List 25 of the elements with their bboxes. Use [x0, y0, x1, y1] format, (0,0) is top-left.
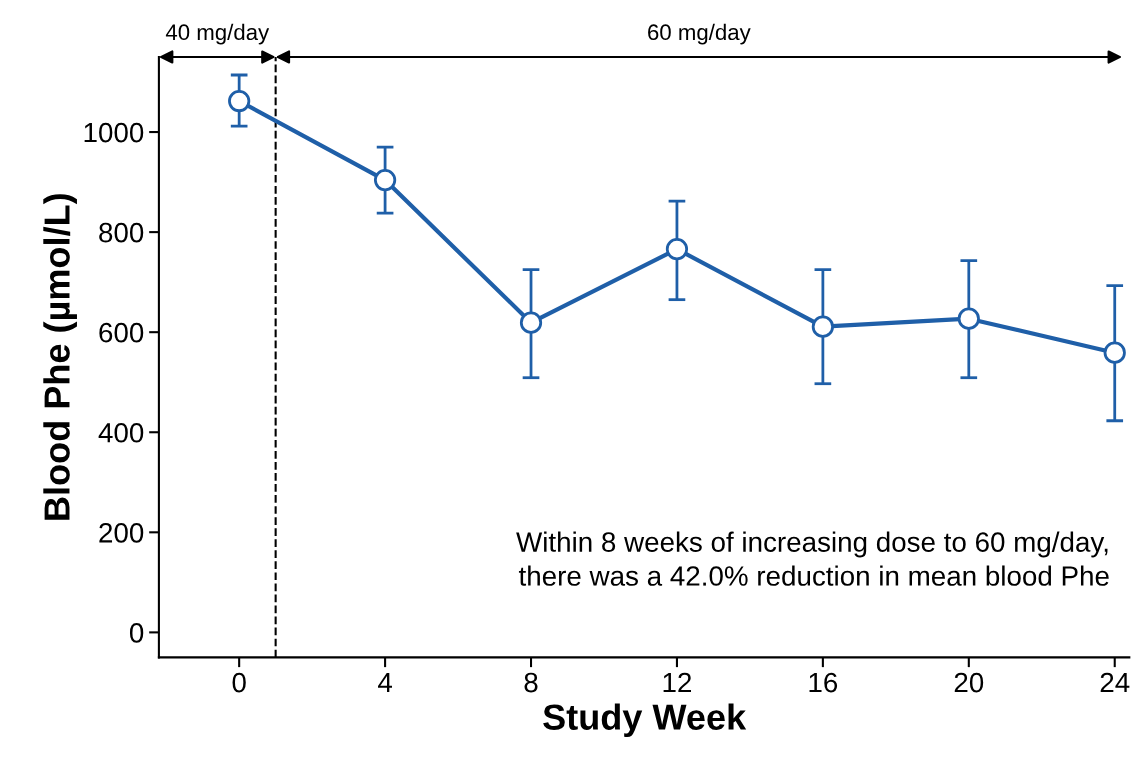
y-axis-title: Blood Phe (µmol/L)	[43, 194, 77, 520]
y-tick-label: 400	[98, 422, 144, 443]
y-tick-label: 800	[99, 222, 144, 243]
y-tick-label: 600	[99, 322, 144, 343]
point	[957, 307, 980, 330]
point	[1103, 341, 1126, 364]
x-axis-title: Study Week	[543, 703, 747, 738]
point	[228, 89, 251, 113]
x-tick-label: 16	[809, 672, 838, 693]
text: 60 mg/day	[648, 23, 751, 45]
x-tick-label: 20	[954, 672, 984, 693]
point	[373, 168, 397, 192]
y-tick-label: 200	[99, 522, 144, 543]
text: 40 mg/day	[165, 23, 270, 45]
point	[519, 311, 543, 334]
x-tick-label: 12	[663, 672, 691, 693]
point	[665, 238, 689, 261]
y-tick-label: 1000	[84, 122, 144, 143]
x-tick-label: 4	[378, 673, 392, 693]
x-tick-label: 8	[524, 672, 538, 693]
x-tick-label: 24	[1100, 672, 1130, 693]
annotation: Within 8 weeks of increasing dose to 60 mg/day, there was a 42.0% reduction in mean blood Phe	[516, 531, 1109, 586]
x-tick-label: 0	[232, 672, 246, 693]
point	[811, 315, 834, 338]
y-tick-label: 0	[129, 623, 144, 643]
